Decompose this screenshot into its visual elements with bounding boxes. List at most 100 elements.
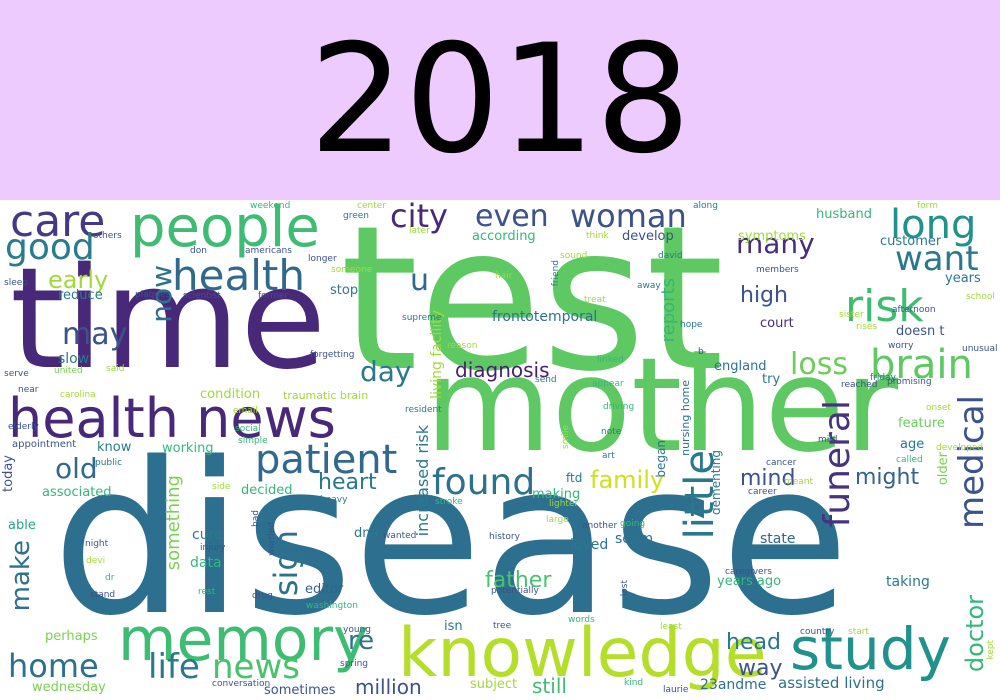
cloud-word: england — [714, 359, 767, 374]
cloud-word: form — [917, 201, 938, 211]
cloud-word: weekend — [250, 201, 291, 211]
cloud-word: husband — [816, 207, 872, 222]
cloud-word: career — [748, 487, 777, 497]
cloud-word: many — [736, 227, 815, 260]
cloud-word: country — [800, 627, 835, 637]
cloud-word: friday — [870, 373, 896, 383]
cloud-word: called — [896, 455, 923, 465]
cloud-word: away — [637, 281, 661, 291]
cloud-word: spring — [340, 659, 369, 669]
cloud-word: people — [130, 200, 320, 260]
cloud-word: heavy — [320, 495, 348, 505]
cloud-word: kept — [986, 640, 996, 660]
cloud-word: loved — [570, 537, 609, 553]
cloud-word: cure — [192, 527, 223, 543]
cloud-word: potentially — [491, 586, 539, 596]
cloud-word: data — [190, 555, 222, 571]
cloud-word: re — [348, 626, 375, 656]
cloud-word: doctor — [961, 595, 989, 673]
cloud-word: disease — [52, 417, 850, 662]
cloud-word: promising — [887, 377, 932, 387]
cloud-word: green — [343, 211, 369, 221]
cloud-word: near — [18, 385, 39, 395]
cloud-word: said — [106, 364, 125, 374]
cloud-word: resident — [405, 405, 442, 415]
cloud-word: least — [660, 622, 682, 632]
cloud-word: court — [760, 316, 794, 331]
cloud-word: decided — [241, 483, 293, 498]
cloud-word: old — [55, 452, 98, 485]
cloud-word: stop — [330, 283, 359, 298]
cloud-word: art — [602, 451, 615, 461]
cloud-word: linked — [597, 355, 624, 365]
cloud-word: cancer — [766, 458, 797, 468]
cloud-word: lost — [620, 580, 630, 597]
cloud-word: funeral — [817, 400, 858, 528]
cloud-word: dementing — [709, 450, 723, 515]
cloud-word: older — [936, 452, 951, 486]
cloud-word: diagnosis — [455, 358, 550, 382]
cloud-word: elderly — [8, 422, 39, 432]
cloud-word: increased risk — [413, 425, 432, 537]
cloud-word: send — [535, 375, 557, 385]
cloud-word: wanted — [383, 531, 417, 541]
cloud-word: taking — [886, 574, 930, 590]
cloud-word: wednesday — [32, 680, 106, 695]
cloud-word: brain — [870, 342, 973, 388]
cloud-word: email — [233, 406, 258, 416]
cloud-word: health news — [8, 387, 336, 450]
cloud-word: caregivers — [725, 567, 772, 577]
cloud-word: afternoon — [892, 305, 936, 315]
cloud-word: note — [601, 427, 622, 437]
cloud-word: united — [54, 366, 83, 376]
cloud-word: forgetting — [310, 350, 355, 360]
cloud-word: million — [355, 675, 422, 699]
cloud-word: began — [654, 440, 668, 478]
cloud-word: make — [6, 540, 36, 612]
cloud-word: treat — [584, 295, 606, 305]
cloud-word: scientist — [183, 291, 221, 301]
cloud-word: doesn t — [896, 324, 945, 339]
cloud-word: health — [172, 251, 305, 300]
cloud-word: care — [10, 200, 106, 247]
cloud-word: perhaps — [45, 629, 98, 644]
cloud-word: worry — [888, 341, 914, 351]
cloud-word: day — [360, 355, 412, 388]
cloud-word: life — [148, 647, 200, 687]
cloud-word: unusual — [962, 344, 998, 354]
cloud-word: head — [726, 630, 781, 655]
cloud-word: night — [85, 539, 109, 549]
cloud-word: making — [532, 487, 581, 502]
cloud-word: time — [10, 238, 327, 401]
cloud-word: even — [475, 200, 549, 234]
cloud-word: found — [432, 462, 536, 503]
cloud-word: study — [790, 615, 951, 683]
cloud-word: start — [848, 627, 869, 637]
cloud-word: sound — [560, 251, 588, 261]
year-banner — [0, 0, 1000, 200]
word-cloud: disease test mother time health news knowledg… — [0, 200, 1000, 700]
cloud-word: don — [190, 246, 207, 256]
cloud-word: rest — [198, 587, 216, 597]
cloud-word: sister — [839, 310, 864, 320]
cloud-word: u — [410, 263, 430, 298]
cloud-word: working — [162, 441, 214, 456]
cloud-word: along — [693, 201, 718, 211]
cloud-word: dr — [105, 573, 115, 583]
cloud-word: conversation — [212, 679, 271, 689]
cloud-word: social — [235, 424, 261, 434]
cloud-word: injury — [200, 543, 226, 553]
cloud-word: according — [472, 229, 536, 244]
cloud-word: able — [8, 518, 36, 533]
cloud-word: appointment — [12, 439, 77, 450]
cloud-word: side — [212, 482, 231, 492]
cloud-word: another — [582, 521, 618, 531]
cloud-word: subject — [470, 677, 518, 692]
cloud-word: know — [97, 440, 132, 455]
cloud-word: living facility — [429, 310, 445, 399]
cloud-word: frontotemporal — [492, 309, 598, 325]
cloud-word: still — [532, 674, 567, 698]
cloud-word: reason — [447, 341, 478, 351]
cloud-word: reports — [658, 278, 679, 343]
year-title: 2018 — [309, 13, 691, 187]
